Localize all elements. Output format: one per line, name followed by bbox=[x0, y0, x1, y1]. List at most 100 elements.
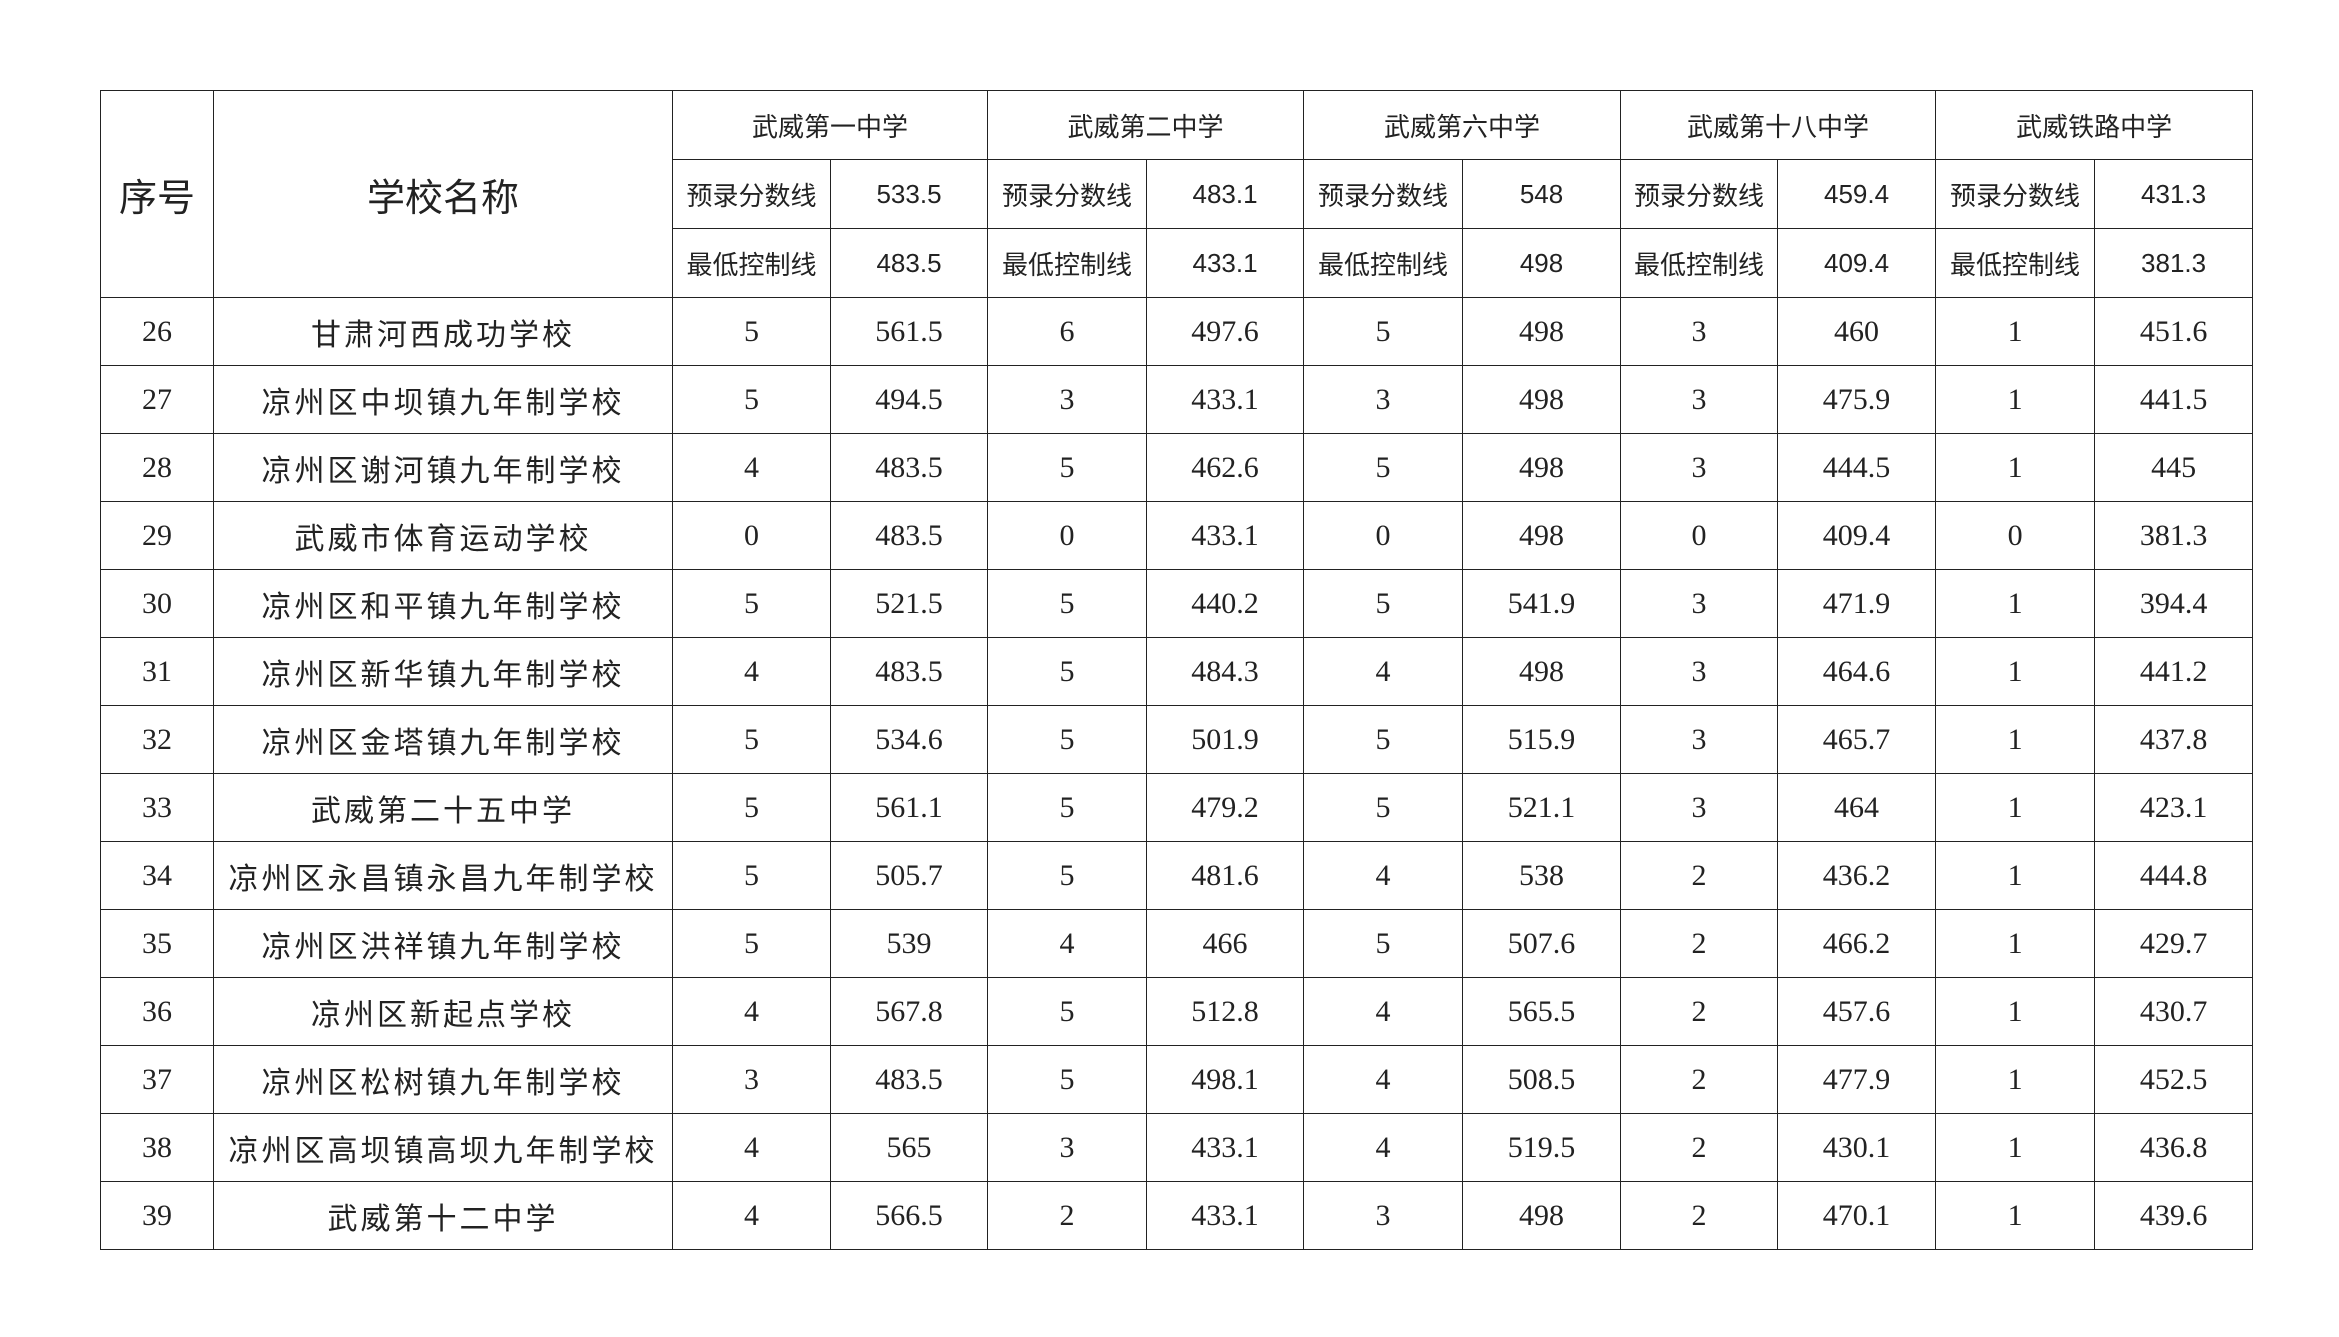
score-value: 483.5 bbox=[829, 637, 989, 706]
score-value: 466 bbox=[1146, 909, 1305, 978]
score-value: 515.9 bbox=[1462, 705, 1622, 774]
score-value: 452.5 bbox=[2094, 1045, 2254, 1114]
table-row: 39 武威第十二中学 4 566.5 2 433.1 3 498 2 470.1 1 439.6 bbox=[100, 1181, 2254, 1250]
quota-count: 5 bbox=[672, 365, 831, 434]
score-value: 498 bbox=[1462, 433, 1622, 502]
score-value: 541.9 bbox=[1462, 569, 1622, 638]
quota-count: 2 bbox=[1620, 977, 1779, 1046]
score-value: 457.6 bbox=[1777, 977, 1937, 1046]
score-value: 561.5 bbox=[829, 297, 989, 366]
score-value: 566.5 bbox=[829, 1181, 989, 1250]
quota-count: 3 bbox=[1620, 569, 1779, 638]
quota-count: 5 bbox=[1303, 705, 1464, 774]
quota-count: 0 bbox=[1935, 501, 2096, 570]
score-value: 484.3 bbox=[1146, 637, 1305, 706]
score-value: 394.4 bbox=[2094, 569, 2254, 638]
table-row: 36 凉州区新起点学校 4 567.8 5 512.8 4 565.5 2 457.6 1 430.7 bbox=[100, 977, 2254, 1046]
header-school-name: 学校名称 bbox=[213, 90, 673, 298]
table-row: 35 凉州区洪祥镇九年制学校 5 539 4 466 5 507.6 2 466.2 1 429.7 bbox=[100, 909, 2254, 978]
quota-count: 3 bbox=[987, 1113, 1148, 1182]
quota-count: 2 bbox=[987, 1181, 1148, 1250]
score-value: 498 bbox=[1462, 637, 1622, 706]
row-school-name: 凉州区新华镇九年制学校 bbox=[213, 637, 673, 706]
header-school: 武威铁路中学 bbox=[1935, 90, 2254, 160]
quota-count: 1 bbox=[1935, 637, 2096, 706]
score-value: 436.2 bbox=[1777, 841, 1937, 910]
quota-count: 4 bbox=[987, 909, 1148, 978]
score-value: 465.7 bbox=[1777, 705, 1937, 774]
quota-count: 3 bbox=[1303, 1181, 1464, 1250]
row-index: 37 bbox=[100, 1045, 214, 1114]
score-value: 464 bbox=[1777, 773, 1937, 842]
quota-count: 5 bbox=[672, 841, 831, 910]
min-score-value: 483.5 bbox=[829, 228, 989, 298]
score-value: 498.1 bbox=[1146, 1045, 1305, 1114]
row-index: 36 bbox=[100, 977, 214, 1046]
row-index: 30 bbox=[100, 569, 214, 638]
pre-score-label: 预录分数线 bbox=[1935, 159, 2096, 229]
min-score-label: 最低控制线 bbox=[672, 228, 831, 298]
table-row: 27 凉州区中坝镇九年制学校 5 494.5 3 433.1 3 498 3 475.9 1 441.… bbox=[100, 365, 2254, 434]
row-index: 32 bbox=[100, 705, 214, 774]
row-index: 34 bbox=[100, 841, 214, 910]
min-score-label: 最低控制线 bbox=[1935, 228, 2096, 298]
quota-count: 0 bbox=[1620, 501, 1779, 570]
pre-score-value: 431.3 bbox=[2094, 159, 2254, 229]
pre-score-value: 533.5 bbox=[829, 159, 989, 229]
score-value: 409.4 bbox=[1777, 501, 1937, 570]
score-value: 464.6 bbox=[1777, 637, 1937, 706]
quota-count: 4 bbox=[672, 1181, 831, 1250]
row-school-name: 武威市体育运动学校 bbox=[213, 501, 673, 570]
quota-count: 2 bbox=[1620, 841, 1779, 910]
min-score-value: 381.3 bbox=[2094, 228, 2254, 298]
quota-count: 5 bbox=[987, 841, 1148, 910]
score-value: 507.6 bbox=[1462, 909, 1622, 978]
quota-count: 5 bbox=[987, 773, 1148, 842]
quota-count: 5 bbox=[672, 773, 831, 842]
quota-count: 4 bbox=[1303, 841, 1464, 910]
quota-count: 5 bbox=[987, 637, 1148, 706]
score-value: 429.7 bbox=[2094, 909, 2254, 978]
row-index: 28 bbox=[100, 433, 214, 502]
score-value: 445 bbox=[2094, 433, 2254, 502]
quota-count: 1 bbox=[1935, 705, 2096, 774]
quota-count: 5 bbox=[672, 297, 831, 366]
score-value: 423.1 bbox=[2094, 773, 2254, 842]
score-value: 501.9 bbox=[1146, 705, 1305, 774]
quota-count: 5 bbox=[672, 705, 831, 774]
quota-count: 1 bbox=[1935, 977, 2096, 1046]
score-value: 433.1 bbox=[1146, 501, 1305, 570]
min-score-value: 433.1 bbox=[1146, 228, 1305, 298]
quota-count: 5 bbox=[987, 569, 1148, 638]
quota-count: 3 bbox=[672, 1045, 831, 1114]
quota-count: 5 bbox=[1303, 569, 1464, 638]
quota-count: 5 bbox=[987, 433, 1148, 502]
row-index: 39 bbox=[100, 1181, 214, 1250]
quota-count: 5 bbox=[987, 705, 1148, 774]
row-school-name: 凉州区松树镇九年制学校 bbox=[213, 1045, 673, 1114]
quota-count: 1 bbox=[1935, 365, 2096, 434]
score-value: 466.2 bbox=[1777, 909, 1937, 978]
quota-count: 5 bbox=[672, 569, 831, 638]
score-value: 462.6 bbox=[1146, 433, 1305, 502]
min-score-value: 498 bbox=[1462, 228, 1622, 298]
pre-score-value: 548 bbox=[1462, 159, 1622, 229]
quota-count: 6 bbox=[987, 297, 1148, 366]
score-value: 521.5 bbox=[829, 569, 989, 638]
score-value: 494.5 bbox=[829, 365, 989, 434]
score-value: 436.8 bbox=[2094, 1113, 2254, 1182]
quota-count: 3 bbox=[1620, 365, 1779, 434]
header-school: 武威第十八中学 bbox=[1620, 90, 1937, 160]
quota-count: 5 bbox=[987, 977, 1148, 1046]
row-school-name: 凉州区和平镇九年制学校 bbox=[213, 569, 673, 638]
score-value: 565 bbox=[829, 1113, 989, 1182]
score-value: 483.5 bbox=[829, 1045, 989, 1114]
score-value: 508.5 bbox=[1462, 1045, 1622, 1114]
quota-count: 5 bbox=[1303, 773, 1464, 842]
quota-count: 5 bbox=[987, 1045, 1148, 1114]
quota-count: 1 bbox=[1935, 297, 2096, 366]
score-value: 433.1 bbox=[1146, 1181, 1305, 1250]
quota-count: 1 bbox=[1935, 569, 2096, 638]
quota-count: 2 bbox=[1620, 1113, 1779, 1182]
score-value: 479.2 bbox=[1146, 773, 1305, 842]
